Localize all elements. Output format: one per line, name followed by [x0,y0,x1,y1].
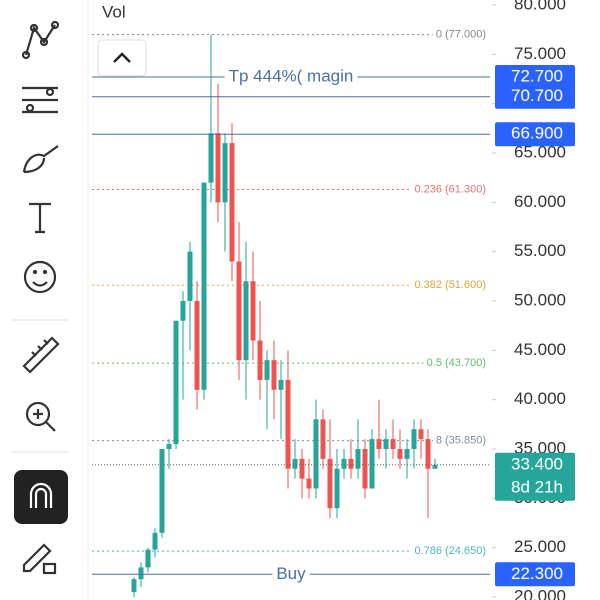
current-price-box [495,452,575,501]
candle-body [152,532,158,550]
candle-body [292,458,298,469]
candle-body [306,478,312,489]
candle-body [201,182,207,390]
candle-body [432,464,438,469]
candle-body [243,281,249,361]
countdown-label: 8d 21h [511,477,563,496]
candle-body [348,458,354,469]
fib-label: 0.5 (43.700) [427,357,486,369]
price-label: 72.700 [511,67,563,86]
candle-body [355,449,361,469]
fib-label: 8 (35.850) [436,435,486,447]
fib-label-bg [411,544,489,559]
candle-body [138,567,144,580]
candle-body [257,340,263,380]
brush-tool[interactable] [22,145,59,174]
chevron-icon [113,52,131,63]
candle-body [313,419,319,489]
fib-label-bg [411,182,489,197]
candle-body [208,133,214,183]
emoji-tool[interactable] [23,260,57,294]
fib-tool[interactable] [22,86,58,114]
fib-label: 0.786 (24.650) [414,545,486,557]
candle-body [334,468,340,509]
candle-body [173,320,179,445]
candle-body [299,458,305,479]
candle-body [229,143,235,262]
y-tick-label: 45.000 [514,340,566,359]
candle-body [187,251,193,301]
magnet-icon [29,482,53,508]
price-label: 22.300 [511,564,563,583]
price-label-box [495,562,575,587]
candle-body [397,449,403,459]
fib-label-bg [423,356,489,371]
fib-label: 0 (77.000) [436,29,486,41]
candle-body [320,419,326,459]
candle-body [285,379,291,469]
price-label-box [495,84,575,109]
y-tick-label: 65.000 [514,142,566,161]
fib-label-bg [432,27,489,42]
price-label: 66.900 [511,124,563,143]
fib-label-bg [432,433,489,448]
y-tick-label: 80.000 [514,0,566,13]
candle-body [166,444,172,449]
lock-tool[interactable] [22,543,57,575]
candle-body [236,261,242,361]
y-tick-label: 40.000 [514,389,566,408]
candle-body [145,549,151,568]
collapse-button[interactable] [97,39,147,77]
line-text: Buy [276,564,306,583]
indicator-label: Vol [102,2,126,21]
y-tick-label: 55.000 [514,241,566,260]
line-text-bg [272,564,310,585]
y-tick-label: 20.000 [514,586,566,600]
candle-body [271,360,277,390]
candle-body [131,579,137,593]
candle-body [341,458,347,469]
price-label-box [495,65,575,90]
current-price-label: 33.400 [511,454,563,473]
trend-tool[interactable] [21,20,60,60]
price-label-box [495,122,575,147]
candle-body [327,458,333,509]
price-label: 70.700 [511,86,563,105]
candle-body [383,439,389,449]
candle-body [215,133,221,203]
y-tick-label: 50.000 [514,290,566,309]
fib-label: 0.382 (51.600) [414,279,486,291]
candle-body [376,439,382,449]
candle-body [411,429,417,449]
fib-label-bg [411,278,489,293]
candle-body [264,360,270,380]
candle-body [222,143,228,203]
line-text: Tp 444%( magin [229,67,354,86]
y-tick-label: 75.000 [514,44,566,63]
zoom-tool[interactable] [25,401,56,432]
candle-body [180,301,186,321]
candle-body [194,301,200,390]
candle-body [369,439,375,489]
fib-label: 0.236 (61.300) [414,183,486,195]
candle-body [278,379,284,390]
candle-body [418,429,424,440]
text-tool[interactable] [29,202,51,234]
candle-body [425,439,431,469]
y-tick-label: 25.000 [514,537,566,556]
toolbar [12,20,68,575]
ruler-tool[interactable] [22,336,60,374]
candle-body [404,449,410,459]
y-tick-label: 60.000 [514,192,566,211]
candle-body [159,449,165,533]
line-text-bg [224,67,358,88]
y-tick-label: 35.000 [514,438,566,457]
candle-body [250,281,256,341]
magnet-tool[interactable] [14,470,68,524]
candle-body [390,439,396,449]
candle-body [362,449,368,489]
